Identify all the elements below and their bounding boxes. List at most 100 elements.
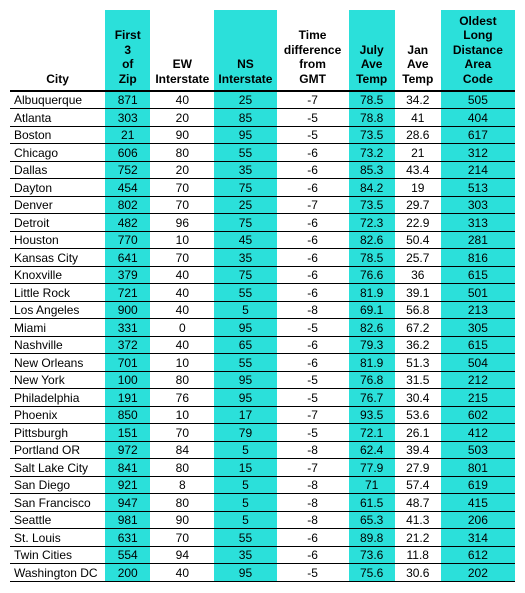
data-cell: -7 [277,196,349,214]
data-cell: 90 [150,511,214,529]
data-cell: 752 [105,161,150,179]
data-cell: 841 [105,459,150,477]
data-cell: 77.9 [349,459,395,477]
data-cell: 95 [214,126,276,144]
data-cell: 75 [214,266,276,284]
data-cell: 70 [150,179,214,197]
data-cell: 35 [214,249,276,267]
city-name-cell: New York [10,371,105,389]
data-cell: 8 [150,476,214,494]
data-cell: 770 [105,231,150,249]
data-cell: 25 [214,196,276,214]
data-cell: -6 [277,144,349,162]
data-cell: 503 [441,441,515,459]
data-cell: 48.7 [395,494,441,512]
data-cell: 73.6 [349,546,395,564]
data-cell: 900 [105,301,150,319]
data-cell: 25 [214,91,276,109]
data-cell: 412 [441,424,515,442]
data-cell: 602 [441,406,515,424]
data-cell: 39.1 [395,284,441,302]
city-name-cell: Houston [10,231,105,249]
data-cell: 45 [214,231,276,249]
data-cell: 151 [105,424,150,442]
data-cell: -5 [277,319,349,337]
data-cell: 73.5 [349,196,395,214]
data-cell: 39.4 [395,441,441,459]
data-cell: 5 [214,494,276,512]
data-cell: 921 [105,476,150,494]
data-cell: -6 [277,336,349,354]
city-name-cell: Twin Cities [10,546,105,564]
data-cell: 84.2 [349,179,395,197]
table-row: Houston7701045-682.650.4281 [10,231,515,249]
data-cell: 504 [441,354,515,372]
data-cell: 80 [150,494,214,512]
data-cell: 213 [441,301,515,319]
data-cell: 50.4 [395,231,441,249]
data-cell: 41.3 [395,511,441,529]
city-name-cell: St. Louis [10,529,105,547]
data-cell: 84 [150,441,214,459]
data-cell: 61.5 [349,494,395,512]
data-cell: 802 [105,196,150,214]
data-cell: 43.4 [395,161,441,179]
data-cell: 70 [150,249,214,267]
data-cell: 415 [441,494,515,512]
data-cell: 27.9 [395,459,441,477]
data-cell: 73.5 [349,126,395,144]
data-cell: 72.1 [349,424,395,442]
table-row: Washington DC2004095-575.630.6202 [10,564,515,582]
col-header-area: OldestLongDistanceAreaCode [441,10,515,91]
data-cell: -8 [277,476,349,494]
table-row: St. Louis6317055-689.821.2314 [10,529,515,547]
data-cell: -5 [277,389,349,407]
col-header-gmt: TimedifferencefromGMT [277,10,349,91]
data-cell: 34.2 [395,91,441,109]
data-cell: -6 [277,354,349,372]
data-cell: 94 [150,546,214,564]
data-cell: 404 [441,109,515,127]
data-cell: 641 [105,249,150,267]
data-cell: 69.1 [349,301,395,319]
data-cell: 57.4 [395,476,441,494]
data-cell: 73.2 [349,144,395,162]
data-cell: 615 [441,266,515,284]
city-name-cell: Albuquerque [10,91,105,109]
table-row: New York1008095-576.831.5212 [10,371,515,389]
data-cell: 30.6 [395,564,441,582]
table-row: Pittsburgh1517079-572.126.1412 [10,424,515,442]
table-row: Boston219095-573.528.6617 [10,126,515,144]
city-name-cell: New Orleans [10,354,105,372]
data-cell: 31.5 [395,371,441,389]
city-name-cell: Phoenix [10,406,105,424]
data-cell: 82.6 [349,319,395,337]
data-cell: -5 [277,126,349,144]
data-cell: 67.2 [395,319,441,337]
data-cell: 40 [150,284,214,302]
data-cell: 0 [150,319,214,337]
data-cell: -6 [277,284,349,302]
table-row: Seattle981905-865.341.3206 [10,511,515,529]
data-cell: 21 [105,126,150,144]
data-cell: 615 [441,336,515,354]
data-cell: 35 [214,161,276,179]
data-cell: 90 [150,126,214,144]
city-name-cell: Washington DC [10,564,105,582]
data-cell: 51.3 [395,354,441,372]
data-cell: 81.9 [349,284,395,302]
data-cell: 36.2 [395,336,441,354]
data-cell: 206 [441,511,515,529]
city-name-cell: Boston [10,126,105,144]
data-cell: 95 [214,564,276,582]
data-cell: -8 [277,301,349,319]
table-row: Detroit4829675-672.322.9313 [10,214,515,232]
city-name-cell: Los Angeles [10,301,105,319]
data-cell: 313 [441,214,515,232]
data-cell: 95 [214,319,276,337]
city-name-cell: Atlanta [10,109,105,127]
table-row: Salt Lake City8418015-777.927.9801 [10,459,515,477]
table-row: Los Angeles900405-869.156.8213 [10,301,515,319]
city-name-cell: Little Rock [10,284,105,302]
data-cell: 76.8 [349,371,395,389]
